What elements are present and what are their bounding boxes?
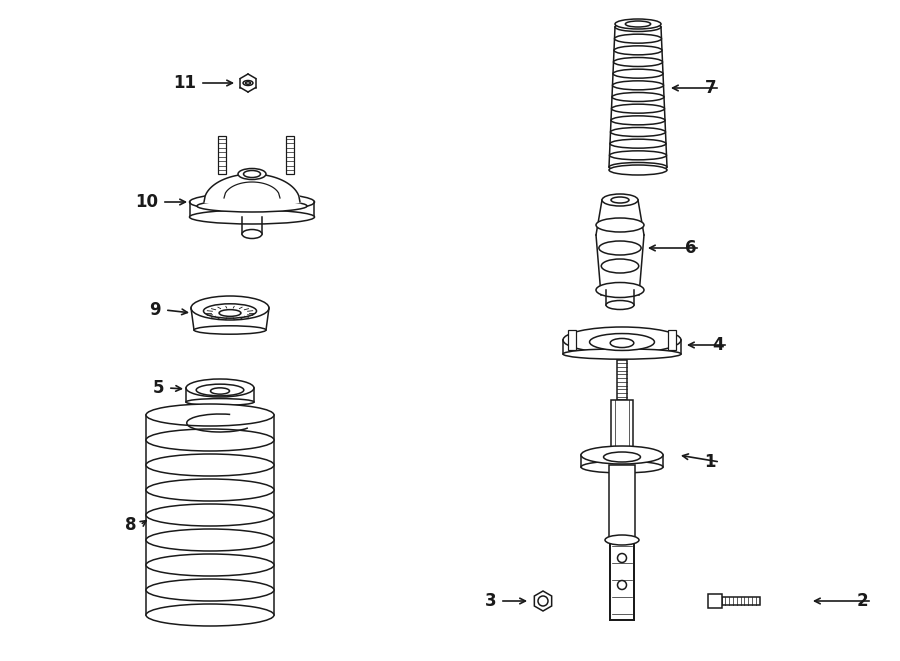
Ellipse shape: [610, 338, 634, 348]
Ellipse shape: [581, 461, 663, 473]
Ellipse shape: [610, 128, 665, 137]
Ellipse shape: [604, 452, 641, 462]
Bar: [218, 136, 226, 174]
Ellipse shape: [596, 282, 644, 297]
Ellipse shape: [613, 69, 663, 78]
Ellipse shape: [536, 598, 551, 605]
Ellipse shape: [243, 81, 253, 85]
Ellipse shape: [626, 21, 651, 27]
Ellipse shape: [186, 379, 254, 397]
Ellipse shape: [581, 446, 663, 464]
Ellipse shape: [611, 116, 665, 125]
Bar: [722, 597, 760, 605]
Ellipse shape: [190, 193, 314, 211]
Ellipse shape: [146, 479, 274, 501]
Text: 6: 6: [685, 239, 696, 257]
Ellipse shape: [612, 93, 664, 102]
Text: 7: 7: [705, 79, 716, 97]
Ellipse shape: [563, 349, 681, 359]
Text: 4: 4: [713, 336, 724, 354]
Polygon shape: [535, 591, 552, 611]
Ellipse shape: [146, 554, 274, 576]
Ellipse shape: [611, 197, 629, 203]
Ellipse shape: [614, 58, 662, 67]
Text: 11: 11: [173, 74, 196, 92]
Text: 5: 5: [152, 379, 164, 397]
Ellipse shape: [186, 399, 254, 405]
Ellipse shape: [610, 139, 666, 148]
Text: 10: 10: [135, 193, 158, 211]
Bar: [708, 594, 722, 608]
Ellipse shape: [146, 579, 274, 601]
Ellipse shape: [615, 34, 662, 43]
Ellipse shape: [613, 81, 663, 90]
Text: 3: 3: [484, 592, 496, 610]
Ellipse shape: [615, 22, 661, 32]
Ellipse shape: [596, 218, 644, 232]
Ellipse shape: [609, 151, 667, 160]
Ellipse shape: [146, 504, 274, 526]
Ellipse shape: [590, 334, 654, 350]
Ellipse shape: [563, 327, 681, 353]
Ellipse shape: [191, 296, 269, 320]
Ellipse shape: [203, 304, 256, 318]
Text: 8: 8: [124, 516, 136, 534]
Ellipse shape: [197, 200, 307, 212]
Ellipse shape: [242, 229, 262, 239]
Bar: [609, 465, 635, 540]
Ellipse shape: [611, 104, 664, 113]
Ellipse shape: [146, 429, 274, 451]
Ellipse shape: [598, 241, 641, 255]
Circle shape: [617, 553, 626, 563]
Ellipse shape: [246, 82, 250, 84]
Circle shape: [617, 580, 626, 590]
Ellipse shape: [609, 165, 667, 175]
Bar: [617, 360, 627, 400]
Ellipse shape: [614, 46, 662, 55]
Ellipse shape: [146, 454, 274, 476]
Circle shape: [538, 596, 548, 606]
Ellipse shape: [615, 19, 661, 29]
Ellipse shape: [609, 163, 667, 171]
Ellipse shape: [244, 171, 260, 178]
Ellipse shape: [602, 194, 638, 206]
Ellipse shape: [190, 210, 314, 224]
Ellipse shape: [238, 169, 266, 180]
Ellipse shape: [146, 529, 274, 551]
Bar: [611, 400, 633, 460]
Ellipse shape: [146, 604, 274, 626]
Ellipse shape: [605, 535, 639, 545]
Text: 9: 9: [149, 301, 161, 319]
Text: 1: 1: [705, 453, 716, 471]
Ellipse shape: [606, 301, 634, 309]
Ellipse shape: [196, 384, 244, 396]
Ellipse shape: [194, 326, 266, 334]
Text: 2: 2: [857, 592, 868, 610]
Bar: [286, 136, 294, 174]
Ellipse shape: [211, 388, 230, 394]
Ellipse shape: [146, 404, 274, 426]
Bar: [668, 330, 676, 350]
Ellipse shape: [219, 309, 241, 317]
Ellipse shape: [601, 259, 639, 273]
Bar: [568, 330, 576, 350]
